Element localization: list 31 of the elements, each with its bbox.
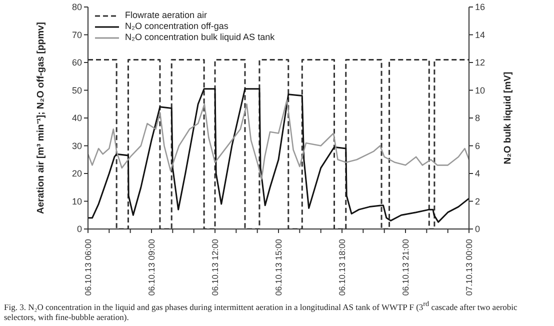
- y-tick-label: 0: [76, 224, 82, 234]
- y2-tick-label: 12: [475, 58, 486, 68]
- x-tick-label: 06.10.13 21:00: [400, 238, 410, 296]
- legend-label: Flowrate aeration air: [125, 10, 208, 21]
- y2-tick-label: 6: [475, 140, 480, 151]
- legend-label: N₂O concentration bulk liquid AS tank: [125, 32, 275, 43]
- y2-tick-label: 0: [475, 224, 480, 234]
- y2-tick-label: 2: [475, 196, 480, 206]
- y-tick-label: 30: [72, 140, 82, 151]
- y-tick-label: 80: [72, 2, 82, 12]
- x-tick-label: 06.10.13 09:00: [146, 238, 156, 296]
- x-tick-label: 06.10.13 06:00: [83, 238, 93, 296]
- y-tick-label: 50: [72, 85, 82, 96]
- y-tick-label: 20: [72, 168, 82, 179]
- y-tick-label: 70: [72, 30, 82, 40]
- legend-label: N₂O concentration off-gas: [125, 21, 228, 32]
- y-tick-label: 60: [72, 58, 82, 68]
- y-tick-label: 40: [72, 113, 82, 124]
- y2-tick-label: 10: [475, 85, 486, 96]
- x-tick-label: 06.10.13 18:00: [337, 238, 347, 296]
- y-axis-title: Aeration air [m³ min⁻¹]; N₂O off-gas [ppmv]: [35, 22, 46, 214]
- y2-tick-label: 4: [475, 168, 480, 179]
- y-tick-label: 10: [72, 196, 82, 206]
- x-tick-label: 06.10.13 15:00: [274, 238, 284, 296]
- y2-axis-title: N₂O bulk liquid [mV]: [502, 72, 514, 164]
- y2-tick-label: 16: [475, 2, 486, 12]
- x-tick-label: 07.10.13 00:00: [464, 238, 474, 296]
- y2-tick-label: 8: [475, 113, 480, 124]
- y2-tick-label: 14: [475, 30, 486, 40]
- text: Fig. 3. N₂O concentration in the liquid and gas phases during intermittent aeration in a longitudinal AS tank of WWTP F (3$^{rd}$ cascade after two aerobic selectors, with fine-bubble aeration).: [4, 300, 518, 322]
- x-tick-label: 06.10.13 12:00: [210, 238, 220, 296]
